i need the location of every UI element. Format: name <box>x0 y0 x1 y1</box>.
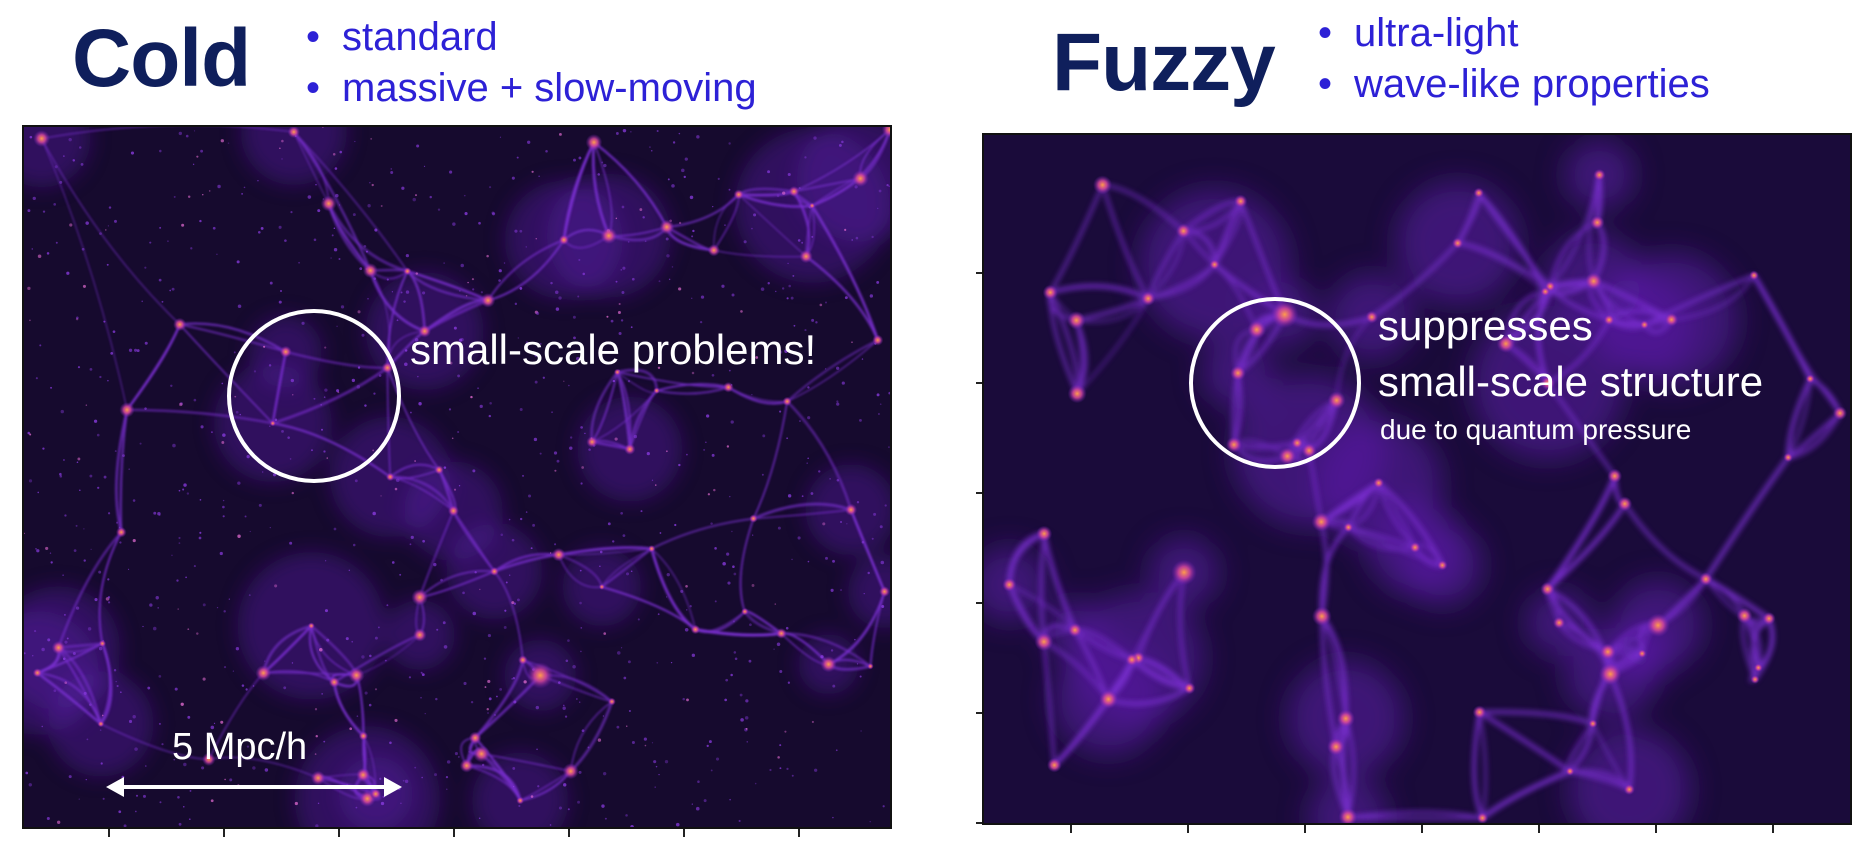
fuzzy-heading: Fuzzy <box>1052 17 1276 108</box>
fuzzy-x-tick <box>1304 825 1306 833</box>
fuzzy-y-tick <box>976 272 982 274</box>
cold-x-tick <box>453 829 455 837</box>
cold-heading: Cold <box>72 13 251 104</box>
fuzzy-y-tick <box>976 602 982 604</box>
fuzzy-highlight-circle <box>1189 297 1361 469</box>
cold-bullet-list: standard massive + slow-moving <box>306 12 757 114</box>
scale-bar-arrow <box>106 777 402 797</box>
cold-x-tick <box>568 829 570 837</box>
fuzzy-simulation-image <box>984 135 1850 823</box>
cold-x-tick <box>223 829 225 837</box>
fuzzy-y-tick <box>976 712 982 714</box>
fuzzy-x-tick <box>1538 825 1540 833</box>
cold-x-tick <box>108 829 110 837</box>
fuzzy-simulation-panel <box>982 133 1852 825</box>
cold-x-tick <box>338 829 340 837</box>
fuzzy-annotation-small: due to quantum pressure <box>1380 414 1692 445</box>
scale-bar-label: 5 Mpc/h <box>172 726 308 768</box>
cold-bullet-massive-slow: massive + slow-moving <box>306 63 757 114</box>
cold-x-tick <box>798 829 800 837</box>
cold-bullet-standard: standard <box>306 12 757 63</box>
halos <box>1002 168 1848 823</box>
fuzzy-x-tick <box>1772 825 1774 833</box>
fuzzy-x-tick <box>1070 825 1072 833</box>
fuzzy-bullet-ultra-light: ultra-light <box>1318 8 1710 59</box>
fuzzy-annotation-line2: small-scale structure <box>1378 358 1764 405</box>
fuzzy-y-tick <box>976 382 982 384</box>
fuzzy-x-tick <box>1421 825 1423 833</box>
fuzzy-bullet-list: ultra-light wave-like properties <box>1318 8 1710 110</box>
halos <box>32 127 890 808</box>
cold-simulation-panel <box>22 125 892 829</box>
fuzzy-y-tick <box>976 492 982 494</box>
cold-x-tick <box>683 829 685 837</box>
fuzzy-y-tick <box>976 822 982 824</box>
fuzzy-x-tick <box>1655 825 1657 833</box>
fuzzy-x-tick <box>1187 825 1189 833</box>
fuzzy-bullet-wave-like: wave-like properties <box>1318 59 1710 110</box>
cold-highlight-circle <box>227 309 401 483</box>
fuzzy-annotation-line1: suppresses <box>1378 302 1593 349</box>
cold-annotation: small-scale problems! <box>410 326 817 373</box>
cold-simulation-image <box>24 127 890 827</box>
